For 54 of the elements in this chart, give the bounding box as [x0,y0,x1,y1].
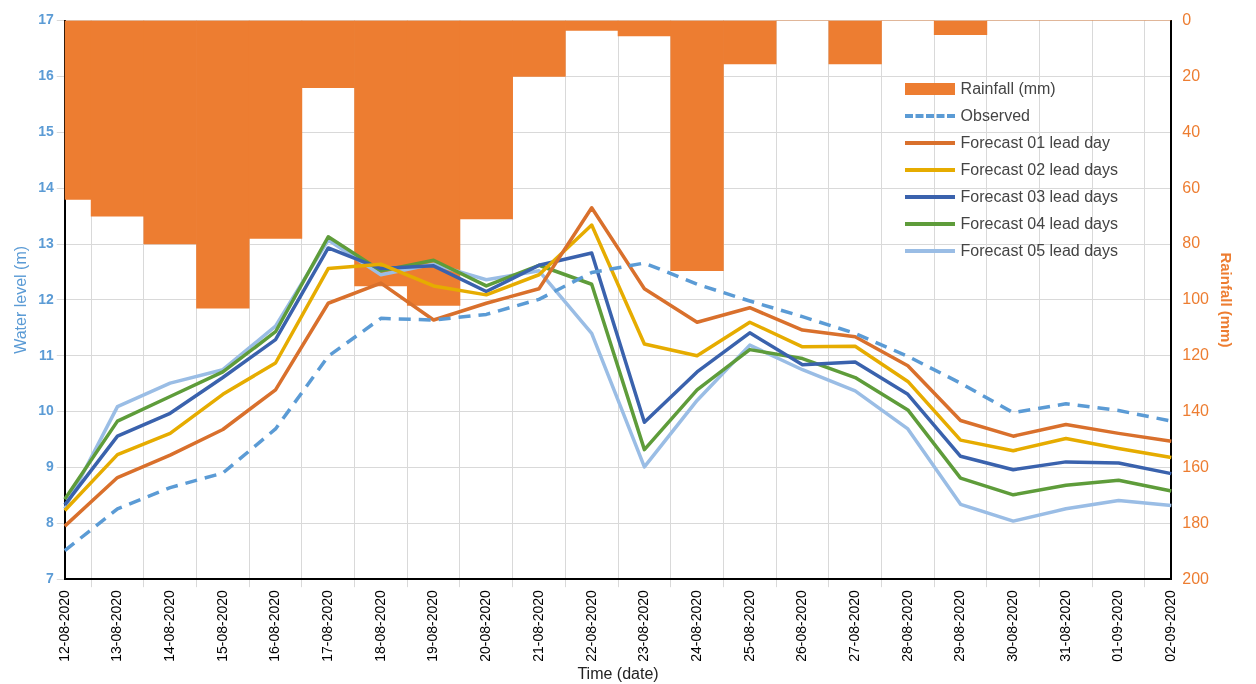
x-tick-label: 28-08-2020 [898,589,915,662]
legend-label: Forecast 01 lead day [960,134,1110,152]
x-tick-label: 26-08-2020 [793,589,810,662]
legend-label: Forecast 04 lead days [960,215,1118,233]
y-tick-label: 11 [38,346,54,363]
y-tick-label: 12 [38,290,54,307]
legend-label: Rainfall (mm) [960,80,1056,98]
y-tick-label: 9 [45,458,54,475]
x-tick-label: 31-08-2020 [1056,589,1073,662]
y-tick-label: 16 [38,67,54,84]
legend-label: Forecast 05 lead days [960,242,1118,260]
x-tick-label: 13-08-2020 [108,589,125,662]
x-tick-label: 16-08-2020 [266,589,283,662]
x-tick-label: 29-08-2020 [951,589,968,662]
legend-label: Forecast 02 lead days [960,161,1118,179]
x-tick-label: 25-08-2020 [740,589,757,662]
x-tick-label: 02-09-2020 [1162,589,1179,662]
x-tick-label: 18-08-2020 [371,589,388,662]
y2-tick-label: 60 [1182,178,1201,196]
y2-tick-label: 20 [1182,66,1201,84]
y2-tick-label: 160 [1182,457,1210,475]
y-tick-label: 15 [38,123,54,140]
x-tick-label: 21-08-2020 [529,589,546,662]
legend-label: Observed [960,107,1030,125]
y-tick-label: 7 [45,570,54,587]
x-axis-title: Time (date) [577,664,659,682]
x-tick-label: 15-08-2020 [213,589,230,662]
y-tick-label: 14 [38,179,54,196]
x-tick-label: 19-08-2020 [424,589,441,662]
y2-tick-label: 80 [1182,234,1201,252]
x-tick-label: 17-08-2020 [319,589,336,662]
y2-axis-title: Rainfall (mm) [1217,252,1235,348]
y2-tick-label: 200 [1182,569,1210,587]
y-tick-label: 8 [45,514,54,531]
x-tick-label: 27-08-2020 [846,589,863,662]
x-tick-label: 20-08-2020 [477,589,494,662]
y-tick-label: 10 [38,402,54,419]
x-tick-label: 14-08-2020 [161,589,178,662]
x-tick-label: 22-08-2020 [582,589,599,662]
y2-tick-label: 100 [1182,290,1210,308]
y2-tick-label: 40 [1182,122,1201,140]
y2-tick-label: 120 [1182,346,1210,364]
x-tick-label: 01-09-2020 [1109,589,1126,662]
y2-tick-label: 0 [1182,11,1192,29]
y2-tick-label: 180 [1182,513,1210,531]
y2-tick-label: 140 [1182,402,1210,420]
x-tick-label: 30-08-2020 [1004,589,1021,662]
x-tick-label: 24-08-2020 [687,589,704,662]
y-tick-label: 13 [38,234,54,251]
x-tick-label: 23-08-2020 [635,589,652,662]
y-tick-label: 17 [38,11,54,28]
legend-label: Forecast 03 lead days [960,188,1118,206]
y-axis-title: Water level (m) [12,245,30,354]
x-tick-label: 12-08-2020 [55,589,72,662]
